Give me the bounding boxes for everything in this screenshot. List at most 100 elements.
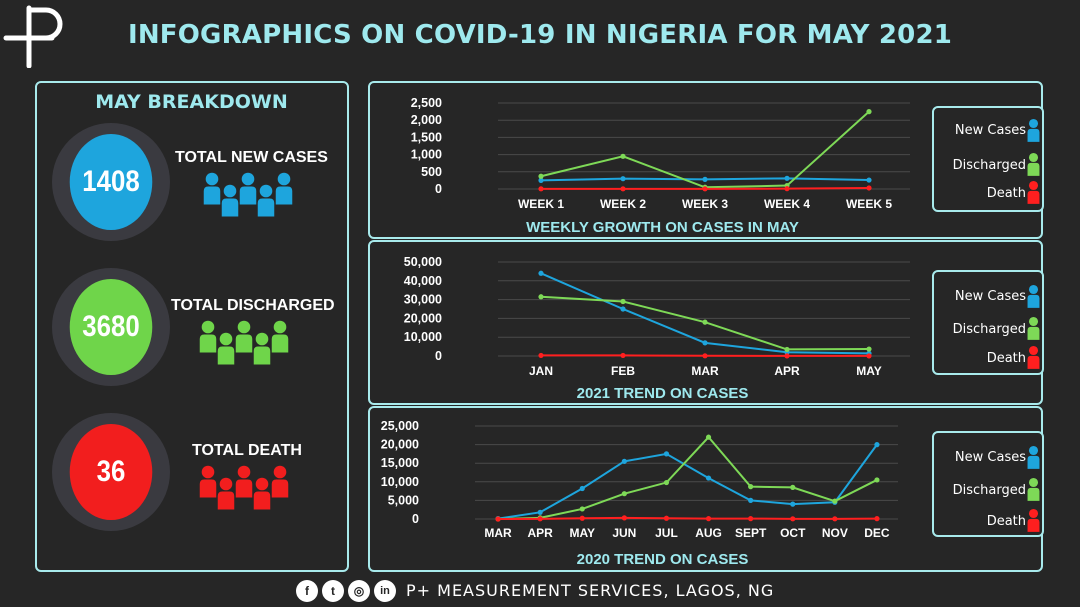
data-point [702, 176, 708, 182]
chart-title: 2021 TREND ON CASES [576, 385, 749, 402]
data-point [621, 491, 627, 497]
y-tick-label: 0 [435, 182, 442, 196]
person-icon [217, 331, 235, 369]
legend-new-cases: New Cases [954, 289, 1026, 304]
data-point [620, 352, 626, 359]
data-point [784, 353, 790, 359]
data-point [790, 484, 796, 490]
chart-title: 2020 TREND ON CASES [576, 551, 749, 568]
y-tick-label: 10,000 [404, 330, 442, 344]
data-point [663, 451, 670, 457]
data-point [495, 516, 501, 522]
data-point [705, 434, 712, 440]
y-tick-label: 25,000 [381, 419, 419, 433]
facebook-icon[interactable]: f [296, 580, 318, 602]
discharged-value: 3680 [69, 279, 153, 375]
person-icon [271, 464, 289, 502]
person-icon [199, 464, 217, 502]
legend-death: Death [986, 186, 1026, 201]
y-tick-label: 30,000 [404, 293, 442, 307]
person-icon [1027, 508, 1040, 536]
data-point [748, 516, 754, 522]
person-icon [1027, 180, 1040, 208]
death-label: TOTAL DEATH [192, 442, 302, 459]
data-point [538, 177, 544, 183]
data-point [866, 177, 872, 183]
data-point [620, 176, 626, 182]
people-group-icon [199, 464, 291, 514]
footer-text: P+ MEASUREMENT SERVICES, LAGOS, NG [406, 581, 775, 600]
trend-2020-panel: 0 5,000 10,000 15,000 20,000 25,000 MAR APR MAY J… [368, 406, 1043, 572]
data-point [874, 442, 880, 448]
trend-2021-panel: 0 10,000 20,000 30,000 40,000 50,000 JAN FEB MAR… [368, 240, 1043, 405]
data-point [538, 270, 544, 276]
data-point [620, 298, 626, 305]
person-icon [1027, 445, 1040, 473]
new-cases-value: 1408 [69, 134, 153, 230]
x-tick-label: MAR [691, 364, 719, 378]
person-icon [203, 171, 221, 209]
y-tick-label: 2,500 [411, 96, 442, 110]
data-point [705, 475, 712, 481]
twitter-icon[interactable]: t [322, 580, 344, 602]
data-point [702, 319, 708, 325]
data-point [874, 516, 880, 522]
x-tick-label: OCT [780, 526, 806, 540]
data-point [538, 294, 544, 300]
data-point [866, 109, 872, 115]
person-icon [1027, 345, 1040, 373]
person-icon [199, 319, 217, 357]
people-group-icon [199, 319, 291, 369]
data-point [702, 340, 708, 346]
legend-death: Death [986, 351, 1026, 366]
chart-legend: New Cases Discharged Death [932, 431, 1044, 537]
y-tick-label: 50,000 [404, 255, 442, 269]
chart-legend: New Cases Discharged Death [932, 270, 1044, 375]
trend-2020-chart: 0 5,000 10,000 15,000 20,000 25,000 MAR APR MAY J… [381, 419, 898, 540]
data-point [784, 186, 790, 192]
x-tick-label: WEEK 4 [764, 197, 810, 211]
person-icon [239, 171, 257, 209]
footer: f t ◎ in P+ MEASUREMENT SERVICES, LAGOS,… [0, 580, 1080, 604]
x-tick-label: WEEK 3 [682, 197, 728, 211]
y-tick-label: 20,000 [404, 311, 442, 325]
weekly-chart-panel: 0 500 1,000 1,500 2,000 2,500 WEEK 1 WEEK 2 WEEK… [368, 81, 1043, 239]
breakdown-title: MAY BREAKDOWN [95, 91, 288, 113]
data-point [784, 346, 790, 353]
y-tick-label: 1,000 [411, 148, 442, 162]
y-tick-label: 15,000 [381, 456, 419, 470]
data-point [538, 186, 544, 192]
data-point [538, 352, 544, 359]
data-point [579, 515, 585, 521]
x-tick-label: MAR [484, 526, 512, 540]
person-icon [235, 319, 253, 357]
data-point [702, 353, 708, 359]
data-point [832, 498, 838, 504]
trend-2021-chart: 0 10,000 20,000 30,000 40,000 50,000 JAN FEB MAR… [404, 255, 910, 378]
people-group-icon [203, 171, 295, 221]
x-tick-label: AUG [695, 526, 722, 540]
series-line [540, 110, 870, 189]
legend-discharged: Discharged [952, 483, 1026, 498]
y-tick-label: 0 [412, 512, 419, 526]
data-point [621, 515, 627, 521]
data-point [537, 509, 543, 515]
data-point [790, 501, 796, 507]
page-title: INFOGRAPHICS ON COVID-19 IN NIGERIA FOR … [127, 20, 953, 50]
x-tick-label: SEPT [735, 526, 767, 540]
data-point [874, 477, 880, 483]
data-point [620, 306, 626, 312]
person-icon [217, 476, 235, 514]
data-point [663, 515, 670, 521]
data-point [538, 173, 544, 179]
legend-new-cases: New Cases [954, 123, 1026, 138]
data-point [784, 175, 790, 181]
y-tick-label: 0 [435, 349, 442, 363]
person-icon [257, 183, 275, 221]
instagram-icon[interactable]: ◎ [348, 580, 370, 602]
series-line [497, 444, 878, 520]
linkedin-icon[interactable]: in [374, 580, 396, 602]
death-badge: 36 [52, 413, 170, 531]
may-breakdown-panel: MAY BREAKDOWN 1408 TOTAL NEW CASES 3680 … [35, 81, 349, 572]
data-point [866, 185, 872, 191]
